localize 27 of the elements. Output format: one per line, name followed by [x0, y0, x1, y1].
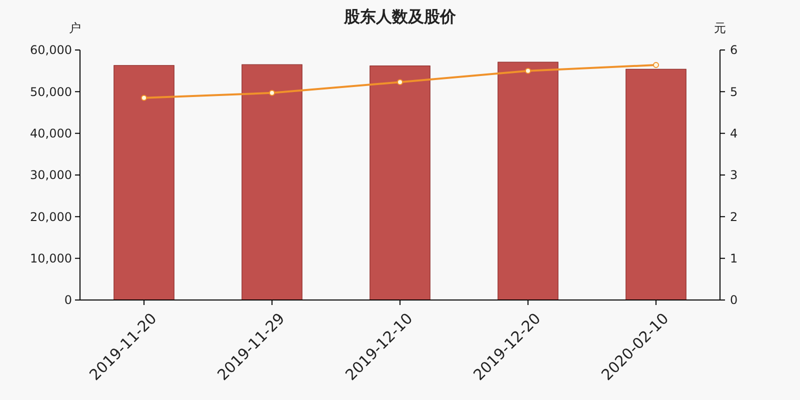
y2-tick-label: 5 — [730, 84, 738, 99]
bar — [626, 68, 686, 300]
bar — [498, 62, 558, 300]
y-tick-label: 30,000 — [30, 168, 72, 182]
bar — [114, 65, 174, 300]
bar — [370, 66, 430, 300]
y2-tick-label: 4 — [730, 126, 738, 141]
y2-axis-title: 元 — [714, 21, 726, 35]
y-tick-label: 10,000 — [30, 252, 72, 266]
point — [141, 94, 147, 101]
bar — [242, 64, 302, 300]
point — [653, 62, 659, 68]
y2-tick-label: 6 — [730, 43, 738, 58]
y2-tick-label: 2 — [730, 210, 738, 224]
y2-tick-label: 1 — [730, 252, 738, 266]
y-tick-label: 20,000 — [30, 210, 72, 224]
y-tick-label: 50,000 — [30, 84, 72, 99]
y-tick-label: 0 — [64, 293, 72, 308]
y-axis-title: 户 — [69, 21, 81, 35]
y-tick-label: 60,000 — [30, 43, 72, 58]
point — [269, 90, 275, 96]
y2-tick-label: 0 — [730, 293, 738, 308]
point — [525, 68, 531, 74]
y2-tick-label: 3 — [730, 168, 738, 182]
y-tick-label: 40,000 — [30, 126, 72, 141]
chart-title: 股东人数及股价 — [343, 7, 457, 26]
point — [397, 79, 403, 86]
